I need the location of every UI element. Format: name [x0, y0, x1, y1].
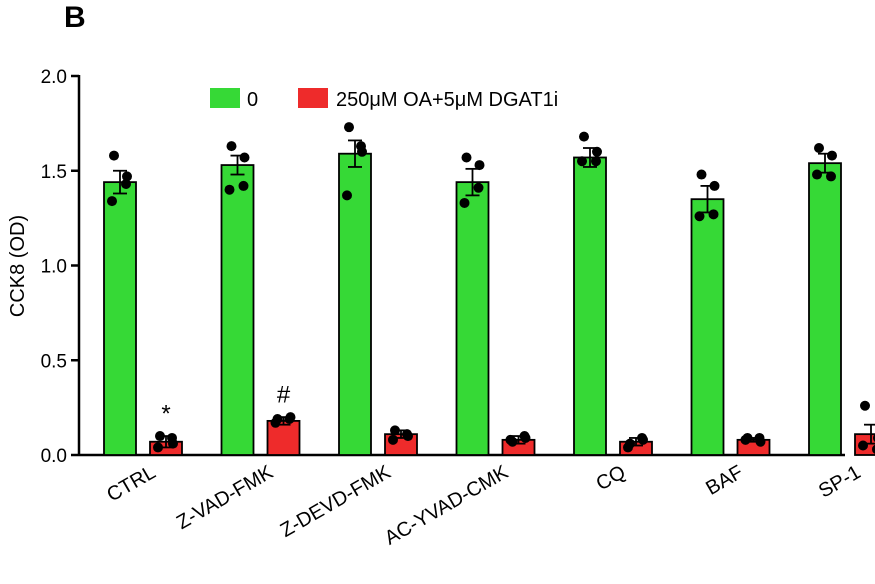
y-ticks: 0.0 0.5 1.0 1.5 2.0 — [41, 67, 79, 467]
bar-0-0 — [103, 181, 137, 456]
data-point — [709, 180, 720, 191]
data-point — [577, 156, 587, 167]
data-point — [239, 152, 250, 163]
significance-marker: * — [161, 400, 170, 427]
data-point — [121, 179, 131, 190]
data-point — [167, 432, 177, 443]
data-point — [579, 131, 589, 142]
bar-0-6 — [808, 162, 842, 456]
data-point — [402, 429, 412, 440]
data-point — [860, 400, 870, 411]
x-tick-label: AC-YVAD-CMK — [381, 461, 513, 550]
legend-swatch-0 — [210, 88, 240, 108]
data-point — [826, 171, 836, 182]
x-tick-label: SP-1 — [815, 461, 865, 502]
data-point — [107, 196, 117, 207]
x-tick-label: CTRL — [103, 461, 159, 506]
data-point — [155, 431, 165, 442]
data-point — [592, 146, 602, 157]
legend-label-1: 250μM OA+5μM DGAT1i — [336, 89, 558, 111]
x-tick-label: BAF — [702, 461, 747, 500]
x-tick-label: Z-VAD-FMK — [173, 461, 278, 534]
data-point — [814, 143, 824, 154]
data-point — [827, 150, 837, 161]
y-tick-label: 0.5 — [41, 351, 67, 372]
data-point — [474, 160, 485, 171]
annotations: *# — [161, 381, 290, 427]
bar-0-2 — [338, 152, 372, 456]
data-point — [872, 444, 875, 454]
data-point — [696, 169, 707, 180]
data-point — [342, 190, 352, 201]
panel-label: B — [64, 1, 86, 34]
data-point — [284, 413, 295, 424]
x-tick-label: CQ — [593, 461, 630, 495]
data-point — [388, 434, 398, 445]
y-tick-label: 1.5 — [41, 162, 67, 183]
data-point — [109, 150, 119, 161]
data-point — [461, 152, 472, 163]
y-axis-label: CCK8 (OD) — [7, 215, 29, 317]
data-point — [226, 141, 237, 152]
bar-0-4 — [573, 156, 607, 456]
data-point — [858, 440, 868, 451]
data-point — [708, 209, 719, 220]
data-point — [473, 182, 484, 193]
x-tick-label: Z-DEVD-FMK — [277, 461, 395, 542]
data-point — [637, 432, 647, 443]
y-tick-label: 2.0 — [41, 67, 67, 88]
bars — [103, 152, 875, 456]
bar-0-3 — [455, 181, 490, 456]
data-point — [623, 442, 633, 453]
data-point — [694, 211, 705, 222]
data-point — [390, 425, 400, 436]
legend: 0 250μM OA+5μM DGAT1i — [210, 88, 558, 111]
data-point — [459, 197, 470, 208]
data-point — [238, 180, 249, 191]
data-point — [505, 434, 516, 445]
bar-0-1 — [220, 164, 255, 456]
data-point — [224, 184, 235, 195]
data-point — [356, 141, 366, 152]
y-tick-label: 0.0 — [41, 446, 67, 467]
data-point — [812, 169, 822, 180]
significance-marker: # — [277, 381, 291, 408]
y-tick-label: 1.0 — [41, 257, 67, 278]
legend-swatch-1 — [298, 88, 328, 108]
legend-label-0: 0 — [247, 89, 258, 111]
data-point — [122, 171, 132, 182]
data-point — [740, 434, 751, 445]
data-point — [344, 122, 354, 133]
data-point — [591, 156, 601, 167]
bar-0-5 — [690, 198, 725, 456]
data-points — [107, 122, 875, 454]
data-point — [754, 432, 765, 443]
data-point — [519, 431, 530, 442]
data-point — [153, 442, 163, 453]
data-point — [270, 417, 281, 428]
